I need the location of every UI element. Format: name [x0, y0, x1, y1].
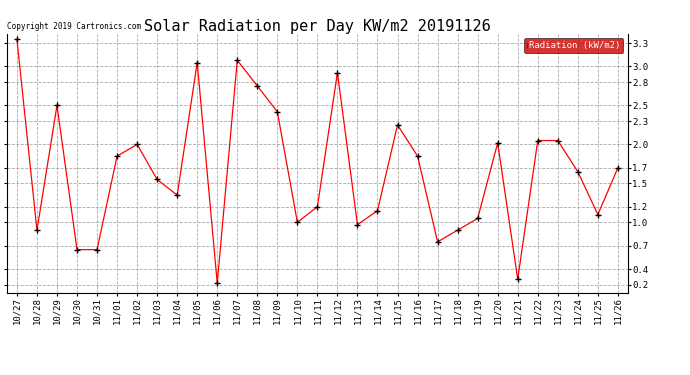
Text: Solar Radiation per Day KW/m2 20191126: Solar Radiation per Day KW/m2 20191126 [144, 19, 491, 34]
Legend: Radiation (kW/m2): Radiation (kW/m2) [524, 38, 623, 53]
Text: Copyright 2019 Cartronics.com: Copyright 2019 Cartronics.com [7, 22, 141, 31]
